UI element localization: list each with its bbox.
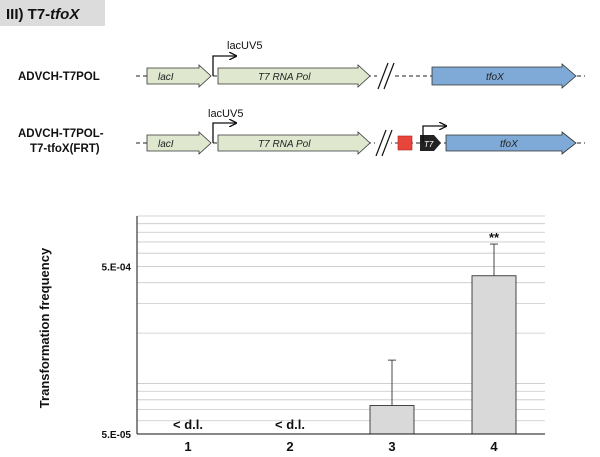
x-category-label: 3 [388, 439, 395, 454]
tfoX-gene-label: tfoX [500, 139, 518, 150]
lacI-gene-arrow [146, 64, 212, 88]
tfoX-gene-arrow [431, 63, 577, 89]
construct-1-name: ADVCH-T7POL [18, 71, 100, 83]
construct-2-name-line-1: ADVCH-T7POL- [18, 128, 104, 140]
lacUV5-promoter-arrow [212, 123, 236, 143]
bars [369, 275, 517, 435]
x-category-labels: 1 2 3 4 [184, 439, 498, 454]
tfoX-gene-label: tfoX [486, 72, 504, 83]
t7-promoter-block [420, 135, 441, 151]
bar [369, 405, 415, 435]
panel-label: III) T7-tfoX [6, 6, 80, 23]
y-axis-title: Transformation frequency [37, 247, 52, 408]
break-mark-left [375, 129, 387, 157]
panel-label-italic: tfoX [50, 6, 80, 23]
bar [471, 275, 517, 435]
break-mark-right [381, 129, 393, 157]
x-category-label: 2 [286, 439, 293, 454]
construct-1: ADVCH-T7POL lacI T7 RNA Pol tfoX lacUV5 [18, 40, 585, 90]
x-category-label: 4 [490, 439, 498, 454]
panel-label-prefix: III) T7- [6, 6, 50, 23]
t7-rna-pol-gene-arrow [217, 64, 371, 88]
significance-label: ** [489, 230, 500, 245]
significance-annotations: ** [489, 230, 500, 245]
lacI-gene-label: lacI [158, 139, 174, 150]
t7-rna-pol-gene-arrow [217, 131, 371, 155]
lacUV5-promoter-arrow [212, 56, 236, 76]
lacI-gene-arrow [146, 131, 212, 155]
construct-2-name-line-2: T7-tfoX(FRT) [30, 143, 100, 155]
lacUV5-promoter-label: lacUV5 [208, 108, 243, 120]
bar-chart: 5.E-05 5.E-04 1 2 3 4 < d.l. < d.l. ** Transf… [37, 215, 545, 454]
detection-limit-label: < d.l. [173, 417, 203, 432]
frt-site-box [397, 135, 413, 151]
y-tick-label: 5.E-04 [102, 262, 132, 273]
y-tick-labels: 5.E-05 5.E-04 [102, 262, 132, 441]
detection-limit-labels: < d.l. < d.l. [173, 417, 305, 432]
break-gap [377, 62, 393, 90]
break-mark-right [383, 62, 395, 90]
break-gap [375, 129, 391, 157]
t7-rna-pol-gene-label: T7 RNA Pol [258, 139, 311, 150]
lacUV5-promoter-label: lacUV5 [227, 40, 262, 52]
construct-2: ADVCH-T7POL- T7-tfoX(FRT) lacI T7 RNA Po… [18, 108, 585, 157]
t7-promoter-arrow [422, 126, 446, 143]
y-tick-label: 5.E-05 [102, 430, 132, 441]
panel-header: III) T7-tfoX [0, 0, 105, 26]
tfoX-gene-arrow [445, 131, 577, 155]
break-mark-left [377, 62, 389, 90]
error-bars [388, 243, 498, 406]
detection-limit-label: < d.l. [275, 417, 305, 432]
lacI-gene-label: lacI [158, 72, 174, 83]
x-category-label: 1 [184, 439, 191, 454]
t7-rna-pol-gene-label: T7 RNA Pol [258, 72, 311, 83]
t7-promoter-block-label: T7 [424, 140, 434, 149]
panel-header-background [0, 0, 105, 26]
